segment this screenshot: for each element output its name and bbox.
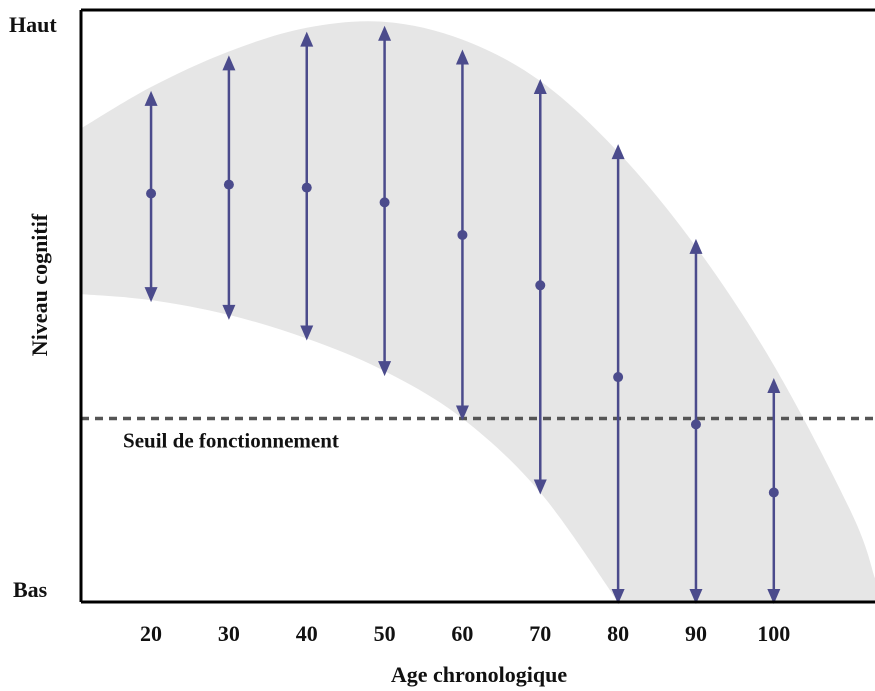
mean-point [613, 372, 624, 383]
x-tick-label: 50 [374, 621, 396, 646]
range-low-arrow [300, 325, 314, 341]
y-bottom-label: Bas [13, 577, 48, 602]
range-low-arrow [689, 589, 703, 604]
range-high-arrow [455, 49, 469, 65]
range-low-arrow [533, 479, 547, 495]
range-mark [455, 49, 469, 421]
x-tick-label: 60 [451, 621, 473, 646]
range-mark [611, 144, 625, 604]
range-low-arrow [611, 589, 625, 604]
range-low-arrow [378, 361, 392, 377]
range-envelope [81, 21, 875, 603]
x-tick-label: 90 [685, 621, 707, 646]
range-mark [767, 378, 781, 604]
x-axis-title: Age chronologique [391, 662, 567, 687]
range-low-arrow [455, 405, 469, 421]
x-tick-label: 80 [607, 621, 629, 646]
mean-point [535, 280, 546, 291]
range-high-arrow [144, 90, 158, 106]
x-tick-label: 40 [296, 621, 318, 646]
range-mark [689, 238, 703, 604]
mean-point [379, 197, 390, 208]
mean-point [457, 229, 468, 240]
range-high-arrow [533, 79, 547, 95]
x-tick-labels: 20 30 40 50 60 70 80 90 100 [140, 621, 790, 646]
mean-point [146, 188, 157, 199]
range-high-arrow [611, 144, 625, 160]
axes [79, 8, 875, 604]
range-mark [300, 31, 314, 341]
y-axis-title: Niveau cognitif [27, 213, 52, 356]
y-top-label: Haut [9, 12, 57, 37]
threshold-label: Seuil de fonctionnement [123, 428, 339, 452]
range-low-arrow [767, 589, 781, 604]
range-high-arrow [222, 55, 236, 71]
range-marks [144, 25, 781, 604]
x-tick-label: 70 [529, 621, 551, 646]
range-low-arrow [144, 287, 158, 303]
mean-point [768, 487, 779, 498]
range-mark [378, 25, 392, 377]
x-tick-label: 100 [757, 621, 790, 646]
range-high-arrow [767, 378, 781, 393]
mean-point [690, 419, 701, 430]
mean-point [301, 182, 312, 193]
x-tick-label: 30 [218, 621, 240, 646]
mean-point [223, 179, 234, 190]
range-low-arrow [222, 304, 236, 320]
range-mark [533, 79, 547, 495]
range-mark [222, 55, 236, 320]
range-high-arrow [378, 25, 392, 41]
range-high-arrow [689, 238, 703, 254]
range-high-arrow [300, 31, 314, 47]
x-tick-label: 20 [140, 621, 162, 646]
range-mark [144, 90, 158, 303]
